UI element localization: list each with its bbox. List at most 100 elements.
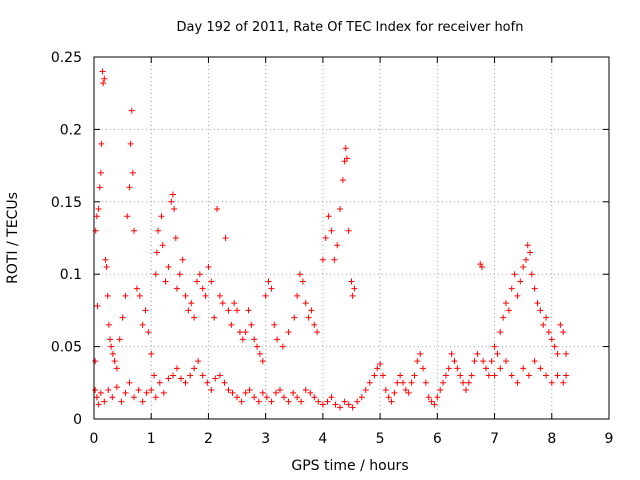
data-point [285,329,292,336]
data-point [551,343,558,350]
data-point [505,307,512,314]
data-point [348,278,355,285]
tick-labels: 0 1 2 3 4 5 6 7 8 9 0 0.05 0.1 0.15 0.2 0.25 [51,50,614,447]
data-point [165,263,172,270]
data-point [208,387,215,394]
data-point [497,329,504,336]
data-point [465,379,472,386]
data-point [135,387,142,394]
data-point [231,300,238,307]
data-point [394,379,401,386]
data-point [152,271,159,278]
data-point [92,387,99,394]
x-tick-label: 3 [261,431,270,447]
x-axis-label: GPS time / hours [291,458,408,474]
data-point [474,350,481,357]
data-point [324,398,331,405]
data-point [107,336,114,343]
data-point [331,256,338,263]
data-point [322,235,329,241]
data-point [97,389,104,396]
data-point [116,336,123,343]
data-point [527,249,534,256]
data-point [103,263,110,270]
data-point [173,365,180,372]
data-point [122,292,129,299]
data-point [434,394,441,401]
data-point [520,263,527,270]
data-point [194,278,200,285]
data-point [524,242,531,249]
data-point [349,404,356,411]
data-point [276,387,283,394]
data-point [216,292,223,299]
data-point [382,387,389,394]
data-point [500,314,507,321]
data-point [98,140,105,147]
data-point [256,350,263,357]
data-point [263,394,270,401]
x-tick-label: 1 [147,431,156,447]
data-point [540,321,547,328]
data-point [268,398,275,405]
data-point [92,358,99,365]
data-point [172,235,179,241]
data-point [259,389,266,396]
data-point [113,384,120,391]
data-point [176,271,183,278]
data-point [531,358,538,365]
data-point [339,177,346,184]
data-point [285,398,292,405]
data-point [95,401,102,408]
data-point [126,184,133,191]
data-point [332,401,339,408]
data-point [554,350,561,357]
data-point [195,358,202,365]
data-point [162,278,169,285]
data-point [191,365,198,372]
data-point [299,278,306,285]
y-tick-label: 0.2 [60,122,82,138]
axis-ticks [93,56,610,420]
data-point [188,300,195,307]
data-point [208,278,215,285]
x-tick-label: 6 [433,431,442,447]
data-point [560,329,567,336]
data-point [548,379,555,386]
y-tick-label: 0.25 [51,50,82,66]
data-point [127,140,134,147]
data-point [155,227,162,234]
data-point [251,336,258,343]
data-point [508,285,515,292]
data-point [238,398,245,405]
data-point [145,329,152,336]
data-point [152,394,159,401]
x-tick-label: 8 [547,431,556,447]
data-point [358,394,365,401]
data-point [173,285,180,292]
data-point [99,68,106,75]
data-point [131,227,138,234]
chart-title: Day 192 of 2011, Rate Of TEC Index for r… [177,20,524,35]
data-point [362,387,369,394]
data-point [254,343,261,350]
data-point [168,198,175,205]
data-point [265,278,272,285]
data-point [445,365,452,372]
data-point [251,394,258,401]
data-point [199,372,206,379]
data-point [480,358,487,365]
data-point [343,155,350,162]
data-point [420,365,427,372]
data-point [319,401,326,408]
data-point [523,256,530,263]
data-point [497,365,504,372]
data-point [101,398,108,405]
data-point [234,307,241,314]
data-point [122,389,129,396]
data-point [246,387,253,394]
plot-frame [93,56,610,420]
data-point [191,314,198,321]
data-point [402,387,409,394]
